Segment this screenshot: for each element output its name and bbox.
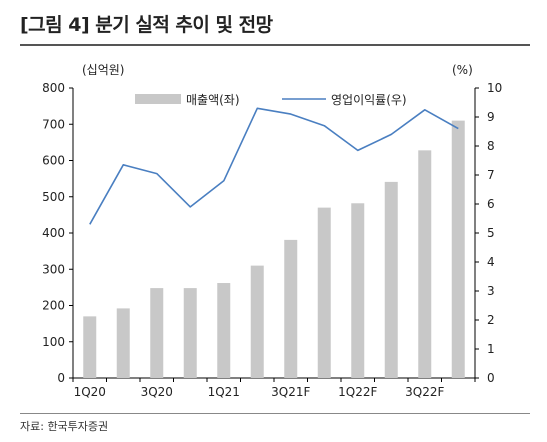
revenue-bar — [384, 181, 398, 378]
right-axis-tick-label: 6 — [487, 197, 495, 211]
right-axis-tick-label: 5 — [487, 226, 495, 240]
left-axis-tick-label: 100 — [42, 335, 65, 349]
legend-bar-swatch — [135, 94, 181, 104]
revenue-bar — [351, 203, 365, 378]
right-axis-tick-label: 7 — [487, 168, 495, 182]
left-axis-unit: (십억원) — [82, 63, 124, 77]
revenue-bar — [451, 120, 465, 378]
operating-margin-line — [89, 107, 459, 225]
x-axis-tick-label: 3Q20 — [141, 385, 173, 399]
left-axis-tick-label: 200 — [42, 299, 65, 313]
left-axis-tick-label: 600 — [42, 154, 65, 168]
revenue-bar — [317, 207, 331, 378]
title-underline — [20, 44, 530, 46]
revenue-bar — [217, 283, 231, 378]
right-axis-tick-label: 8 — [487, 139, 495, 153]
left-axis-tick-label: 700 — [42, 117, 65, 131]
left-axis-tick-label: 300 — [42, 262, 65, 276]
left-axis-tick-label: 800 — [42, 81, 65, 95]
right-axis-tick-label: 2 — [487, 313, 495, 327]
revenue-bar — [418, 150, 432, 378]
figure-title: [그림 4] 분기 실적 추이 및 전망 — [20, 14, 273, 36]
revenue-bar — [284, 239, 298, 378]
revenue-bar — [83, 316, 97, 378]
revenue-bar — [183, 288, 197, 378]
x-axis-tick-label: 1Q22F — [338, 385, 377, 399]
right-axis-unit: (%) — [452, 63, 473, 77]
right-axis-tick-label: 0 — [487, 371, 495, 385]
left-axis-tick-label: 400 — [42, 226, 65, 240]
left-axis-tick-label: 500 — [42, 190, 65, 204]
right-axis-tick-label: 1 — [487, 342, 495, 356]
legend-line-label: 영업이익률(우) — [331, 93, 407, 107]
x-axis-tick-label: 3Q22F — [405, 385, 444, 399]
footer-divider — [20, 413, 530, 414]
x-axis-tick-label: 1Q21 — [208, 385, 240, 399]
left-axis-tick-label: 0 — [57, 371, 65, 385]
right-axis-tick-label: 10 — [487, 81, 502, 95]
legend-bar-label: 매출액(좌) — [186, 93, 240, 107]
x-axis-tick-label: 1Q20 — [74, 385, 106, 399]
right-axis-tick-label: 3 — [487, 284, 495, 298]
revenue-bar — [150, 288, 164, 378]
source-note: 자료: 한국투자증권 — [20, 420, 109, 433]
revenue-bar — [116, 308, 130, 378]
revenue-bar — [250, 265, 264, 378]
right-axis-tick-label: 9 — [487, 110, 495, 124]
x-axis-tick-label: 3Q21F — [271, 385, 310, 399]
right-axis-tick-label: 4 — [487, 255, 495, 269]
